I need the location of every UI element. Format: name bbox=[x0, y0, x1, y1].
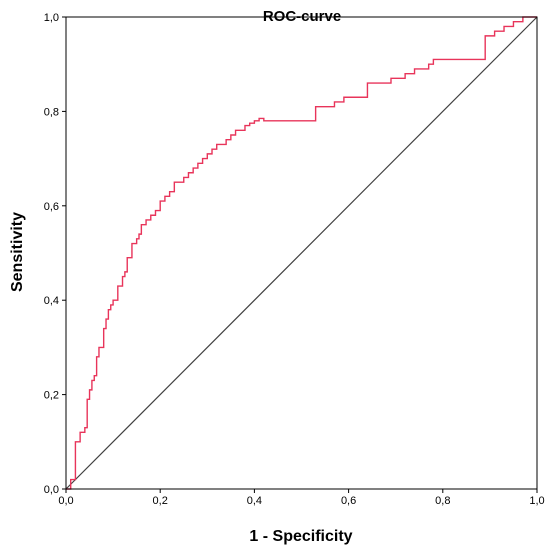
y-axis-label: Sensitivity bbox=[9, 212, 26, 292]
plot-frame bbox=[65, 16, 538, 490]
y-tick-label: 1,0 bbox=[44, 12, 59, 24]
axis-ticks: 0,0 0,2 0,4 0,6 0,8 1,0 0,0 0,2 0,4 0,6 0,8 1,0 bbox=[44, 12, 545, 507]
y-tick-label: 0,0 bbox=[44, 484, 59, 496]
y-tick-label: 0,2 bbox=[44, 390, 59, 402]
x-tick-label: 0,8 bbox=[435, 495, 450, 507]
x-axis-label: 1 - Specificity bbox=[249, 528, 352, 545]
plot-area bbox=[65, 16, 538, 490]
reference-diagonal-line bbox=[65, 16, 538, 490]
roc-curve-line bbox=[66, 16, 537, 490]
y-tick-label: 0,4 bbox=[44, 295, 59, 307]
x-tick-label: 0,6 bbox=[341, 495, 356, 507]
x-tick-label: 0,4 bbox=[247, 495, 262, 507]
y-tick-label: 0,8 bbox=[44, 106, 59, 118]
x-tick-label: 0,0 bbox=[58, 495, 73, 507]
x-tick-label: 1,0 bbox=[529, 495, 544, 507]
x-tick-label: 0,2 bbox=[153, 495, 168, 507]
y-tick-label: 0,6 bbox=[44, 201, 59, 213]
